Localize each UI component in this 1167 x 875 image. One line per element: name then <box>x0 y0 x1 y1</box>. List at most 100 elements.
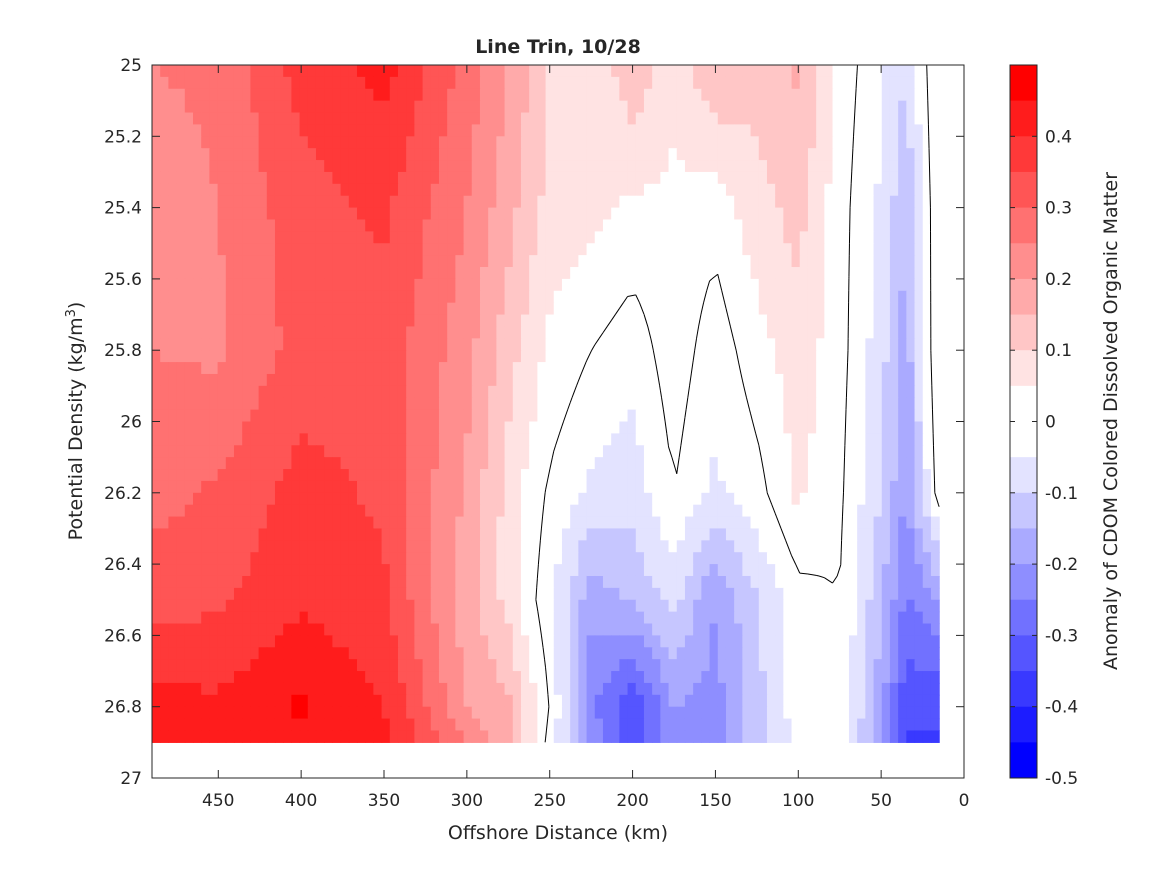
contour-cell <box>193 409 202 423</box>
contour-cell <box>906 635 916 648</box>
contour-cell <box>824 231 834 244</box>
contour-cell <box>422 88 432 102</box>
contour-cell <box>389 231 399 244</box>
contour-cell <box>906 659 916 672</box>
contour-cell <box>865 635 875 648</box>
contour-cell <box>799 409 809 423</box>
contour-cell <box>250 397 260 411</box>
contour-cell <box>176 195 186 209</box>
contour-cell <box>324 231 333 244</box>
contour-cell <box>332 492 342 506</box>
contour-cell <box>307 552 317 565</box>
contour-cell <box>406 267 415 280</box>
contour-cell <box>619 100 629 114</box>
contour-cell <box>799 338 809 351</box>
contour-cell <box>291 112 301 126</box>
contour-cell <box>545 635 555 648</box>
contour-cell <box>438 528 448 541</box>
contour-cell <box>750 445 760 458</box>
contour-cell <box>201 362 210 375</box>
contour-cell <box>381 219 391 232</box>
contour-cell <box>168 290 178 304</box>
contour-cell <box>561 112 571 126</box>
contour-cell <box>225 575 235 589</box>
contour-cell <box>791 171 801 185</box>
contour-cell <box>881 397 891 411</box>
contour-cell <box>611 255 620 268</box>
contour-cell <box>816 350 825 363</box>
contour-cell <box>274 540 284 553</box>
contour-cell <box>865 492 875 506</box>
contour-cell <box>340 457 350 470</box>
contour-cell <box>496 611 506 625</box>
contour-cell <box>734 65 743 78</box>
contour-cell <box>635 148 645 161</box>
contour-cell <box>693 385 702 399</box>
contour-cell <box>455 528 465 541</box>
contour-cell <box>324 290 333 304</box>
contour-cell <box>340 65 350 78</box>
contour-cell <box>693 362 702 375</box>
contour-cell <box>652 88 661 102</box>
contour-cell <box>930 243 940 256</box>
contour-cell <box>381 528 391 541</box>
contour-cell <box>184 148 194 161</box>
contour-cell <box>274 362 284 375</box>
contour-cell <box>299 278 309 292</box>
contour-cell <box>889 575 899 589</box>
contour-cell <box>455 302 465 316</box>
contour-cell <box>775 516 784 530</box>
contour-cell <box>889 409 899 423</box>
contour-cell <box>471 635 481 648</box>
contour-cell <box>701 219 711 232</box>
contour-cell <box>561 492 571 506</box>
contour-cell <box>283 255 292 268</box>
contour-cell <box>783 564 793 577</box>
contour-cell <box>594 611 604 625</box>
contour-cell <box>570 231 579 244</box>
contour-cell <box>643 480 653 494</box>
contour-cell <box>889 243 899 256</box>
contour-cell <box>496 278 506 292</box>
contour-cell <box>184 171 194 185</box>
contour-cell <box>602 231 612 244</box>
contour-cell <box>463 124 473 137</box>
contour-cell <box>397 207 407 221</box>
contour-cell <box>660 575 670 589</box>
contour-cell <box>676 397 686 411</box>
contour-cell <box>160 385 169 399</box>
contour-cell <box>717 243 727 256</box>
contour-cell <box>324 409 333 423</box>
contour-cell <box>922 290 932 304</box>
contour-cell <box>775 267 784 280</box>
contour-cell <box>389 385 399 399</box>
contour-cell <box>340 445 350 458</box>
contour-cell <box>397 516 407 530</box>
contour-cell <box>315 457 325 470</box>
contour-cell <box>816 362 825 375</box>
contour-cell <box>643 647 653 660</box>
contour-cell <box>209 623 219 636</box>
contour-cell <box>250 88 260 102</box>
contour-cell <box>857 647 866 660</box>
contour-cell <box>775 469 784 482</box>
contour-cell <box>479 385 489 399</box>
contour-cell <box>676 278 686 292</box>
contour-cell <box>709 504 719 518</box>
contour-cell <box>274 409 284 423</box>
contour-cell <box>693 647 702 660</box>
contour-cell <box>504 540 514 553</box>
contour-cell <box>734 659 743 672</box>
contour-cell <box>660 433 670 446</box>
contour-cell <box>758 409 768 423</box>
contour-cell <box>479 171 489 185</box>
contour-cell <box>717 480 727 494</box>
contour-cell <box>447 647 456 660</box>
contour-cell <box>348 623 358 636</box>
contour-cell <box>160 575 169 589</box>
contour-cell <box>356 65 366 78</box>
contour-cell <box>258 409 268 423</box>
contour-cell <box>643 575 653 589</box>
contour-cell <box>889 540 899 553</box>
